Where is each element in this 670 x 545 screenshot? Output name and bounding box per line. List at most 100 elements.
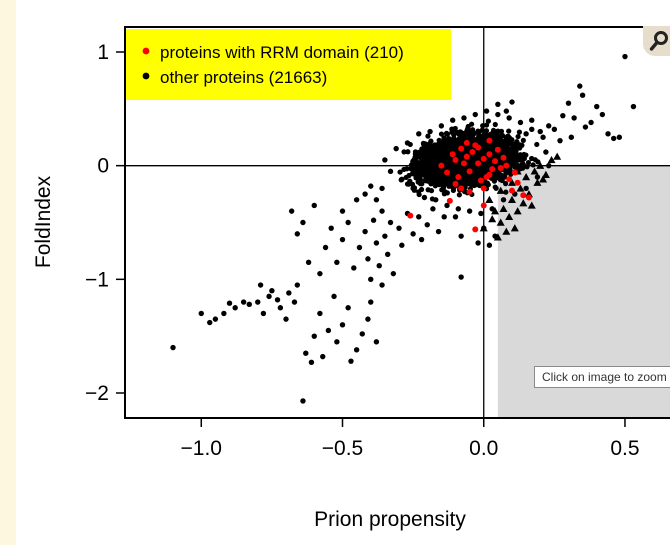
scatter-chart[interactable]: proteins with RRM domain (210) other pro… (16, 0, 670, 545)
point-other (546, 123, 552, 129)
point-triangle (513, 207, 522, 215)
point-rrm (486, 137, 493, 144)
point-other (410, 231, 416, 237)
point-other (478, 210, 484, 217)
point-rrm (466, 168, 473, 175)
point-triangle (530, 167, 539, 175)
point-other (288, 208, 295, 214)
point-other-cloud (502, 181, 509, 187)
point-other (551, 126, 558, 132)
x-tick-label: 0.0 (469, 437, 498, 460)
point-other-cloud (485, 118, 492, 124)
point-other (368, 183, 374, 189)
point-triangle (519, 199, 528, 207)
legend-background (126, 29, 451, 100)
point-triangle (507, 178, 516, 186)
point-other-cloud (456, 192, 462, 198)
point-rrm (463, 153, 470, 160)
point-other (221, 310, 227, 317)
point-rrm (472, 226, 479, 233)
point-other (517, 119, 524, 126)
point-other-cloud (463, 175, 470, 181)
point-other (345, 305, 351, 311)
point-other (385, 251, 391, 258)
point-other (362, 228, 368, 235)
point-other-cloud (511, 142, 517, 148)
point-other-cloud (470, 163, 476, 170)
point-triangle (539, 175, 548, 183)
point-other (283, 316, 289, 322)
point-other-cloud (420, 140, 427, 146)
point-rrm (458, 145, 465, 152)
point-other (356, 244, 363, 251)
point-rrm (469, 149, 476, 156)
point-other-cloud (469, 121, 475, 127)
point-other-cloud (492, 141, 498, 147)
plot-border (124, 26, 670, 419)
point-other-cloud (444, 131, 450, 137)
point-other-cloud (417, 165, 423, 171)
point-other (362, 191, 368, 197)
point-other-cloud (405, 149, 411, 155)
point-other (588, 119, 594, 126)
point-other (427, 128, 433, 135)
point-other (433, 197, 439, 203)
point-rrm (486, 151, 493, 158)
point-rrm (480, 155, 487, 162)
point-rrm (489, 166, 496, 173)
point-other (404, 140, 411, 146)
point-other-cloud (535, 159, 541, 165)
point-other (577, 83, 583, 89)
point-other (353, 347, 360, 353)
point-other (300, 219, 306, 226)
point-other (328, 225, 334, 231)
point-other-cloud (425, 178, 431, 184)
point-other-cloud (416, 189, 422, 195)
point-other (325, 327, 332, 334)
x-tick-label: −1.0 (181, 437, 222, 460)
point-other (300, 398, 306, 404)
point-other (274, 297, 281, 303)
point-rrm (508, 187, 515, 194)
point-triangle (485, 195, 494, 203)
point-other (207, 319, 213, 326)
point-rrm (458, 185, 465, 192)
legend-marker-other (142, 72, 150, 80)
point-other-cloud (461, 182, 467, 188)
point-triangle (553, 152, 562, 160)
point-other (506, 115, 512, 121)
data-marks (170, 53, 637, 404)
zoom-button[interactable] (643, 26, 670, 56)
point-other (339, 208, 346, 214)
point-other (605, 131, 611, 137)
point-triangle (505, 212, 514, 221)
point-other (390, 270, 397, 277)
point-other-cloud (436, 182, 442, 188)
point-other-cloud (480, 170, 486, 177)
point-other (365, 316, 371, 322)
point-other (579, 92, 586, 98)
point-other (373, 240, 380, 246)
point-other (416, 131, 422, 137)
point-other-cloud (530, 162, 536, 168)
point-rrm (452, 180, 459, 187)
point-other-cloud (428, 138, 434, 144)
point-other (373, 339, 380, 345)
point-other-cloud (450, 170, 456, 177)
point-other (461, 115, 467, 121)
point-other (396, 225, 402, 231)
point-other-cloud (436, 141, 442, 147)
point-other (308, 359, 315, 366)
point-triangle (510, 224, 519, 232)
point-other-cloud (516, 129, 523, 135)
point-other-cloud (475, 128, 481, 134)
point-rrm (463, 139, 470, 146)
point-triangle (493, 233, 502, 241)
point-triangle (547, 155, 556, 164)
point-other (379, 282, 385, 288)
point-other-cloud (428, 188, 435, 194)
y-axis: −2 −1 0 1 (85, 41, 125, 405)
figure-frame[interactable]: proteins with RRM domain (210) other pro… (16, 0, 670, 545)
point-other (334, 339, 340, 345)
legend-marker-rrm (142, 47, 150, 55)
